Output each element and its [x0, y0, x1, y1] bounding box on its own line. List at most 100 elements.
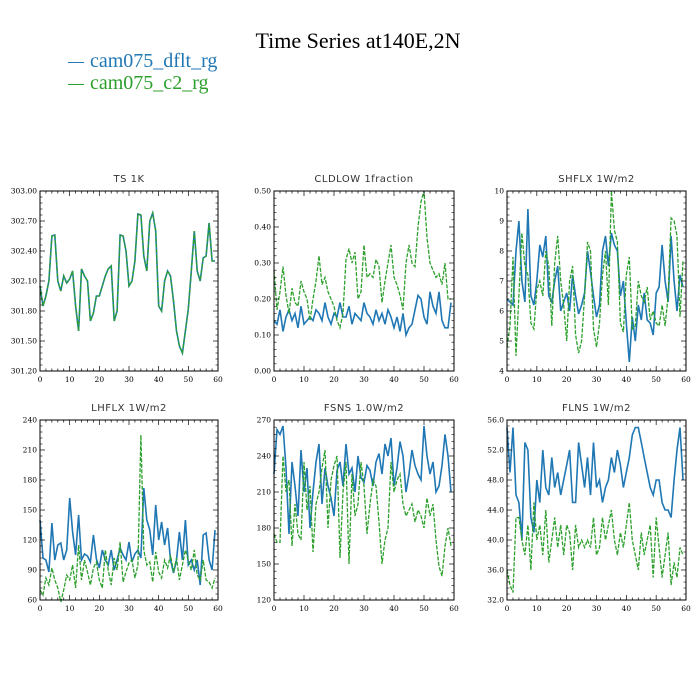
y-tick-label: 150 [257, 560, 272, 569]
legend-line-2 [68, 83, 84, 85]
y-tick-label: 240 [23, 416, 38, 425]
y-tick-label: 180 [257, 524, 272, 533]
panel-title: SHFLX 1W/m2 [558, 174, 634, 185]
legend-line-1 [68, 61, 84, 63]
series-line-2 [39, 210, 215, 356]
x-tick-label: 60 [213, 375, 223, 384]
y-tick-label: 240 [257, 452, 272, 461]
panel-title: FLNS 1W/m2 [562, 403, 631, 414]
x-tick-label: 40 [389, 375, 399, 384]
legend-entry-2: cam075_c2_rg [68, 72, 217, 94]
legend: cam075_dflt_rg cam075_c2_rg [68, 50, 217, 94]
panel-title: CLDLOW 1fraction [314, 174, 413, 185]
series-line-2 [39, 434, 216, 603]
x-tick-label: 0 [272, 375, 277, 384]
panel-3: SHFLX 1W/m2 0 10 20 30 40 50 60 4 5 6 7 8 9 10 [494, 174, 691, 384]
x-tick-label: 20 [329, 375, 339, 384]
x-tick-label: 50 [184, 375, 194, 384]
x-tick-label: 50 [651, 375, 661, 384]
panel-6: FLNS 1W/m2 0 10 20 30 40 50 60 32.0 36.0 40.0 44.0 4… [487, 403, 691, 613]
x-tick-label: 30 [124, 604, 134, 613]
x-tick-label: 20 [562, 604, 572, 613]
x-tick-label: 60 [213, 604, 223, 613]
x-tick-label: 0 [505, 604, 510, 613]
x-tick-label: 40 [154, 604, 164, 613]
x-tick-label: 60 [681, 375, 691, 384]
y-tick-label: 6 [499, 307, 504, 316]
y-tick-label: 302.40 [11, 247, 37, 256]
series-line-2 [506, 190, 684, 357]
x-tick-label: 40 [154, 375, 164, 384]
x-tick-label: 50 [419, 375, 429, 384]
plot-frame [39, 419, 219, 601]
x-tick-label: 20 [95, 375, 105, 384]
y-tick-label: 0.40 [254, 223, 271, 232]
series-line-1 [506, 208, 684, 363]
y-tick-label: 302.70 [11, 217, 37, 226]
y-tick-label: 4 [499, 367, 504, 376]
panel-title: LHFLX 1W/m2 [91, 403, 167, 414]
x-tick-label: 40 [389, 604, 399, 613]
x-tick-label: 50 [184, 604, 194, 613]
x-tick-label: 30 [359, 604, 369, 613]
y-tick-label: 0.20 [254, 295, 271, 304]
series-line-1 [273, 291, 452, 339]
y-tick-label: 301.20 [11, 367, 37, 376]
y-tick-label: 210 [257, 488, 272, 497]
x-tick-label: 10 [532, 604, 542, 613]
x-tick-label: 20 [95, 604, 105, 613]
legend-label-1: cam075_dflt_rg [90, 50, 218, 72]
x-tick-label: 20 [329, 604, 339, 613]
y-tick-label: 0.30 [254, 259, 271, 268]
series-line-1 [506, 426, 684, 541]
y-tick-label: 36.0 [487, 566, 504, 575]
y-tick-label: 8 [499, 247, 504, 256]
y-tick-label: 10 [494, 187, 504, 196]
y-tick-label: 120 [23, 536, 38, 545]
x-tick-label: 30 [359, 375, 369, 384]
y-tick-label: 90 [27, 566, 37, 575]
y-tick-label: 302.10 [11, 277, 37, 286]
x-tick-label: 30 [124, 375, 134, 384]
x-tick-label: 60 [449, 375, 459, 384]
panel-5: FSNS 1.0W/m2 0 10 20 30 40 50 60 120 150 180 210 240… [257, 403, 459, 613]
y-tick-label: 301.50 [11, 337, 37, 346]
y-tick-label: 44.0 [487, 506, 504, 515]
x-tick-label: 0 [272, 604, 277, 613]
x-tick-label: 60 [449, 604, 459, 613]
y-tick-label: 270 [257, 416, 272, 425]
x-tick-label: 10 [65, 375, 75, 384]
x-tick-label: 30 [592, 604, 602, 613]
x-tick-label: 0 [505, 375, 510, 384]
x-tick-label: 10 [299, 375, 309, 384]
y-tick-label: 303.00 [11, 187, 37, 196]
y-tick-label: 60 [27, 596, 37, 605]
y-tick-label: 150 [23, 506, 38, 515]
panel-4: LHFLX 1W/m2 0 10 20 30 40 50 60 60 90 120 150 180 210… [23, 403, 223, 613]
y-tick-label: 52.0 [487, 446, 504, 455]
legend-entry-1: cam075_dflt_rg [68, 50, 217, 72]
legend-label-2: cam075_c2_rg [90, 72, 209, 94]
y-tick-label: 0.10 [254, 331, 271, 340]
x-tick-label: 10 [532, 375, 542, 384]
x-tick-label: 20 [562, 375, 572, 384]
y-tick-label: 0.00 [254, 367, 271, 376]
y-tick-label: 210 [23, 446, 38, 455]
y-tick-label: 9 [499, 217, 504, 226]
x-tick-label: 50 [419, 604, 429, 613]
y-tick-label: 301.80 [11, 307, 37, 316]
x-tick-label: 60 [681, 604, 691, 613]
series-line-1 [39, 487, 216, 586]
panel-2: CLDLOW 1fraction 0 10 20 30 40 50 60 0.00 0.10 0.2… [254, 174, 459, 384]
x-tick-label: 40 [622, 375, 632, 384]
x-tick-label: 0 [38, 375, 43, 384]
y-tick-label: 120 [257, 596, 272, 605]
y-tick-label: 32.0 [487, 596, 504, 605]
y-tick-label: 40.0 [487, 536, 504, 545]
page-title: Time Series at140E,2N [255, 28, 461, 53]
y-tick-label: 56.0 [487, 416, 504, 425]
y-tick-label: 7 [499, 277, 504, 286]
x-tick-label: 10 [65, 604, 75, 613]
x-tick-label: 10 [299, 604, 309, 613]
